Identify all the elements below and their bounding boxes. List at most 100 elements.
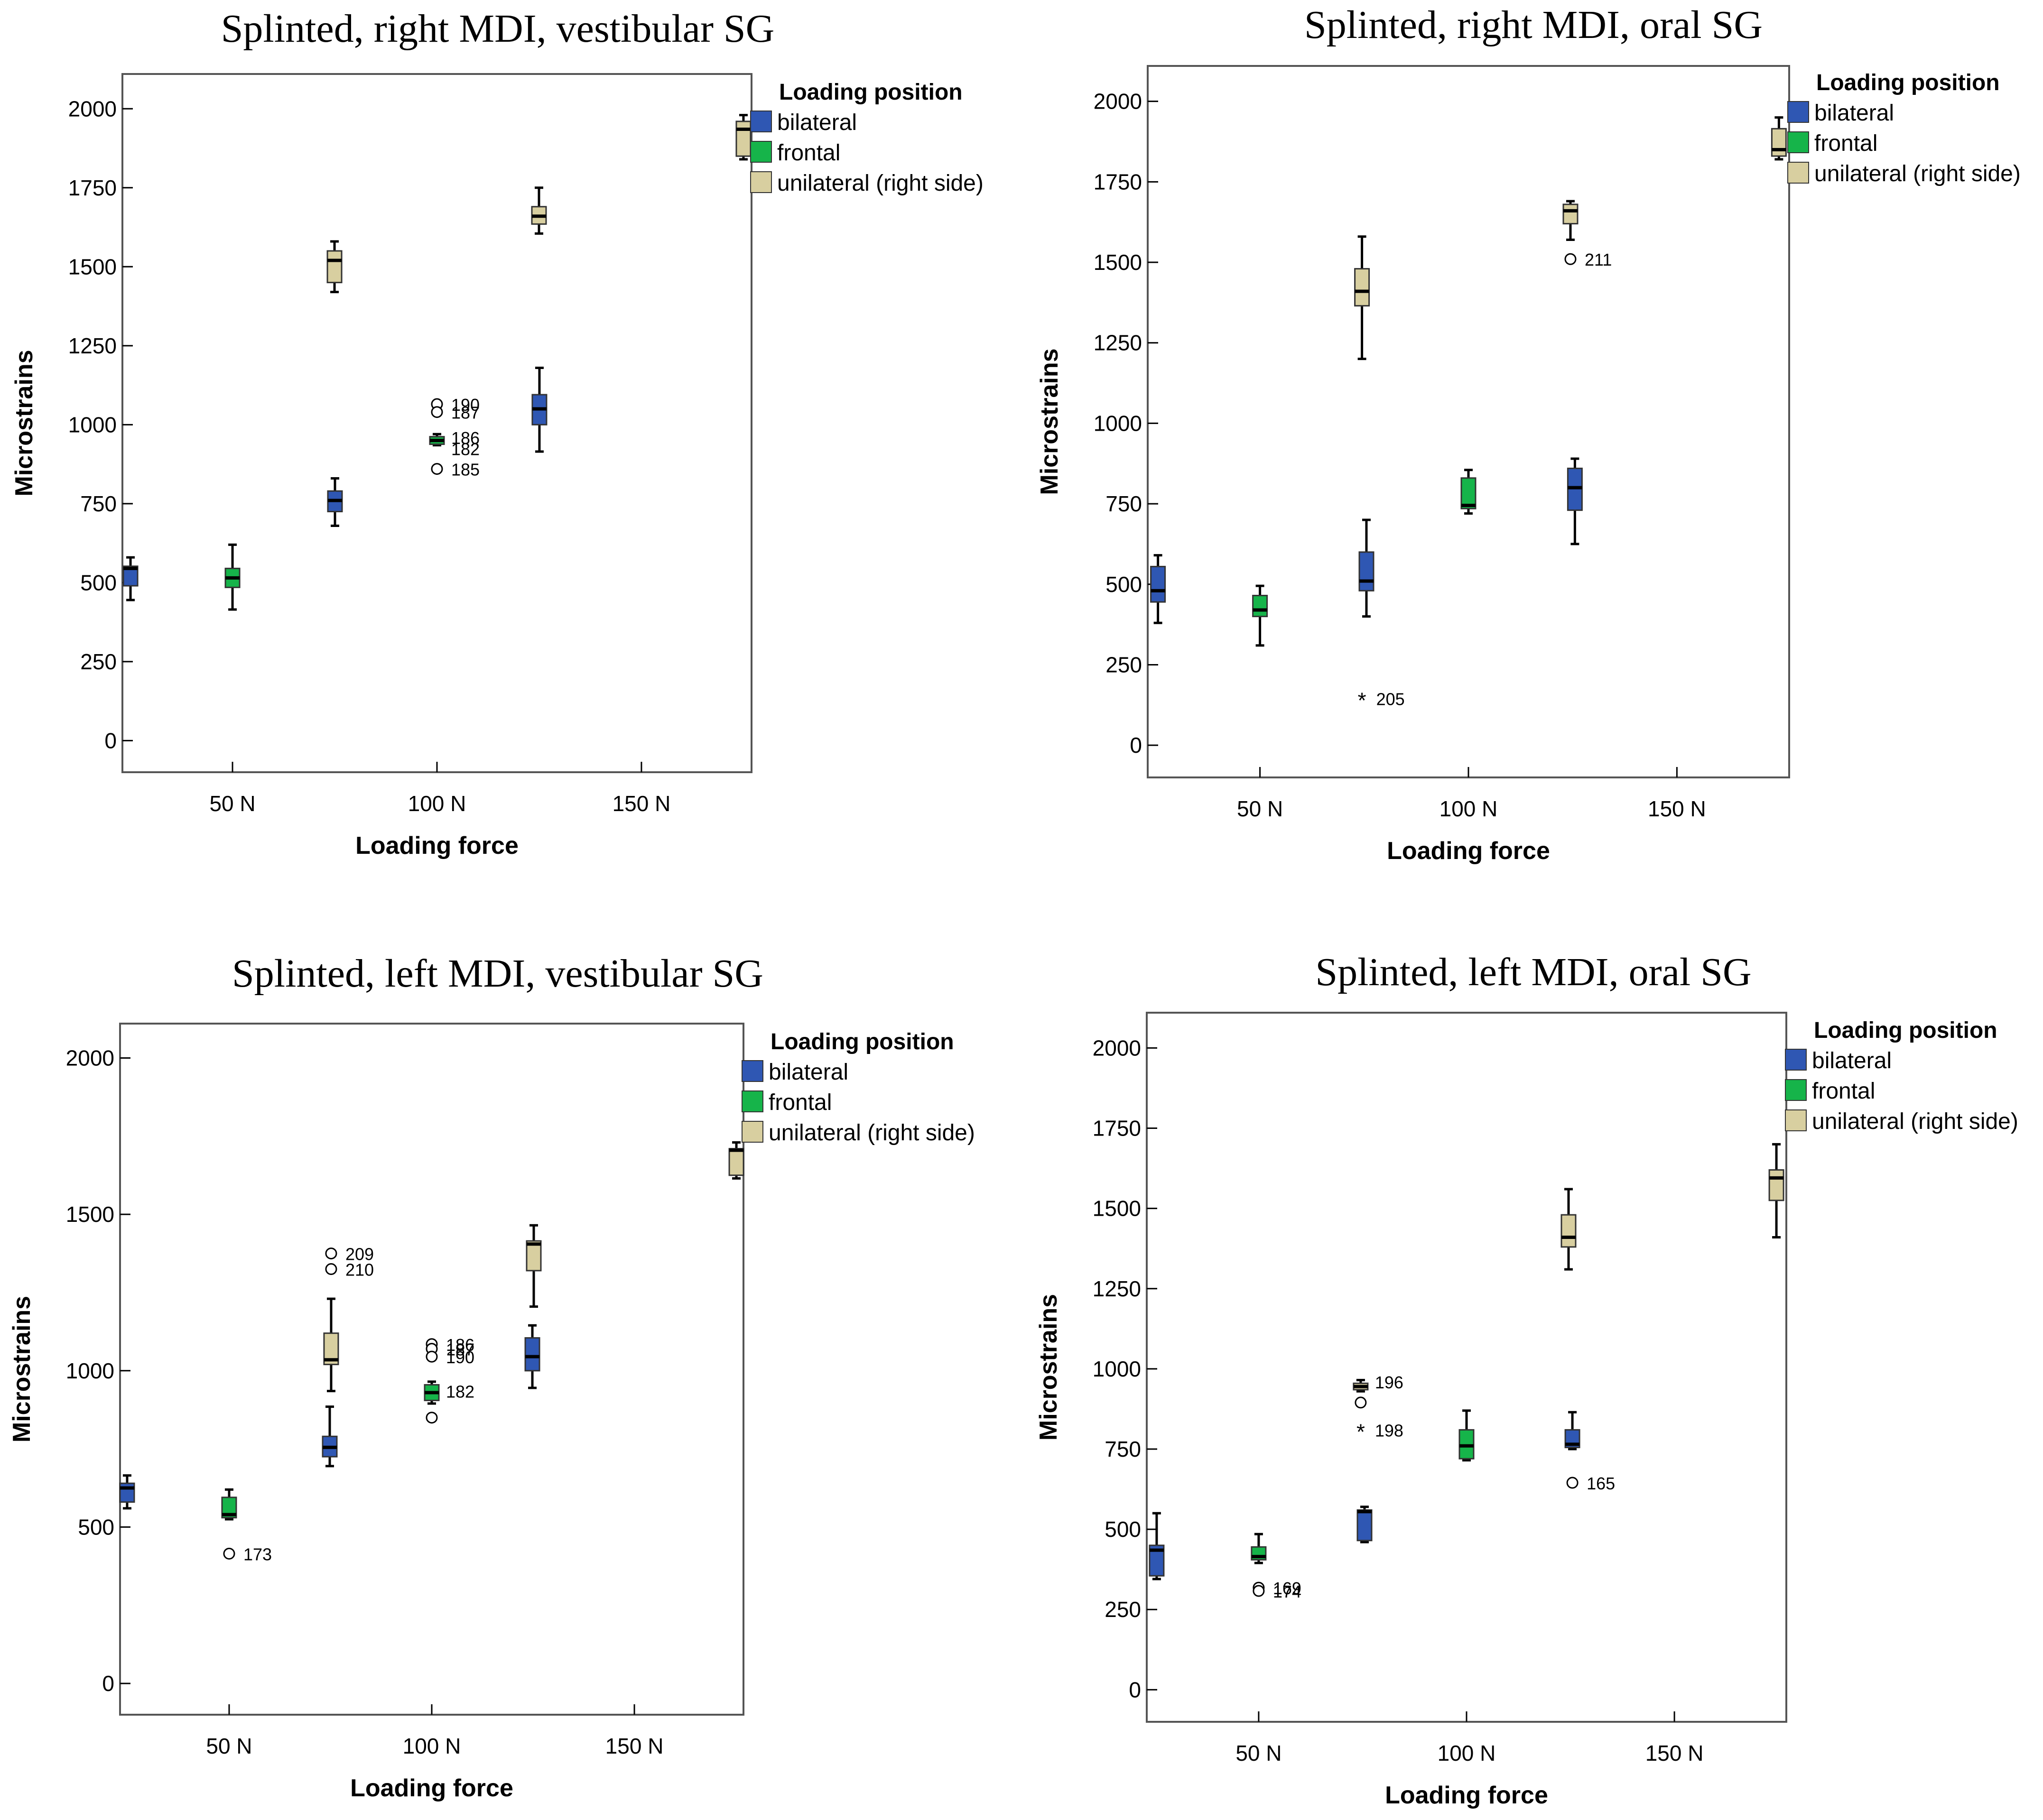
legend-label: bilateral xyxy=(1814,101,1894,126)
box-bilateral-150-n xyxy=(531,366,548,453)
box-body xyxy=(1150,565,1166,603)
box-body xyxy=(1358,551,1374,591)
legend-label: bilateral xyxy=(777,110,857,135)
y-axis-label: Microstrains xyxy=(10,350,38,496)
x-axis: 50 N 100 N 150 N xyxy=(1237,767,1706,821)
y-tick-label: 0 xyxy=(102,1671,114,1696)
legend-label: unilateral (right side) xyxy=(1814,161,2021,186)
box-frontal-100-n xyxy=(1458,1409,1475,1462)
legend-swatch-frontal xyxy=(1785,1079,1807,1101)
chart-panel-4: Splinted, left MDI, oral SG 0 250 500 750 100… xyxy=(1035,950,2018,1809)
y-tick-label: 500 xyxy=(80,570,117,595)
legend-label: frontal xyxy=(1814,131,1877,156)
outlier-point xyxy=(426,1350,438,1363)
x-axis: 50 N 100 N 150 N xyxy=(209,762,670,816)
box-unilateral-right-side-50-n: 196 * 198 xyxy=(1353,1373,1403,1444)
x-tick-label: 150 N xyxy=(605,1734,664,1758)
y-axis-label: Microstrains xyxy=(1036,348,1063,495)
box-unilateral-right-side-150-n xyxy=(735,114,752,161)
series-unilateral-right-side: 196 * 198 xyxy=(1353,1143,1784,1444)
legend: Loading position bilateral frontal unilater… xyxy=(742,1029,975,1146)
y-tick-label: 2000 xyxy=(1093,1035,1141,1060)
outlier-point xyxy=(1566,1477,1579,1489)
legend-label: unilateral (right side) xyxy=(769,1120,975,1146)
legend-label: bilateral xyxy=(1812,1048,1892,1073)
legend-swatch-frontal xyxy=(742,1090,763,1112)
y-tick-label: 1000 xyxy=(1094,411,1142,435)
legend-label: bilateral xyxy=(769,1060,848,1085)
y-tick-label: 250 xyxy=(80,649,117,674)
y-tick-label: 1000 xyxy=(68,412,117,437)
chart-title: Splinted, left MDI, oral SG xyxy=(1315,950,1751,994)
outlier-label: 187 xyxy=(446,1340,474,1359)
outlier-point xyxy=(223,1547,235,1560)
outlier-point xyxy=(431,463,443,475)
box-body xyxy=(1356,1509,1373,1542)
box-body xyxy=(119,1482,135,1503)
legend-swatch-frontal xyxy=(750,141,772,163)
box-unilateral-right-side-150-n xyxy=(728,1141,744,1180)
y-tick-label: 1000 xyxy=(1093,1357,1141,1381)
x-tick-label: 50 N xyxy=(206,1734,252,1758)
box-bilateral-150-n: 165 xyxy=(1564,1411,1615,1493)
legend-swatch-bilateral xyxy=(1785,1049,1807,1071)
legend-label: frontal xyxy=(1812,1079,1875,1104)
legend-title: Loading position xyxy=(1816,70,2000,95)
outlier-label: 187 xyxy=(451,403,480,423)
legend-title: Loading position xyxy=(771,1029,954,1054)
series-unilateral-right-side xyxy=(326,114,752,294)
box-frontal-50-n xyxy=(1252,584,1268,647)
y-tick-label: 1250 xyxy=(1094,331,1142,355)
box-bilateral-150-n xyxy=(1567,457,1583,545)
box-body xyxy=(1252,595,1268,618)
y-tick-label: 250 xyxy=(1105,1597,1141,1622)
box-bilateral-50-n xyxy=(122,556,139,601)
outlier-label: 198 xyxy=(1375,1421,1403,1440)
series-bilateral xyxy=(1150,457,1583,624)
x-tick-label: 100 N xyxy=(1439,796,1498,821)
outlier-label: 209 xyxy=(345,1245,374,1264)
box-unilateral-right-side-100-n xyxy=(1560,1188,1577,1271)
y-tick-label: 1750 xyxy=(1094,169,1142,194)
box-bilateral-100-n xyxy=(322,1405,338,1468)
chart-title: Splinted, right MDI, vestibular SG xyxy=(221,7,775,51)
legend-swatch-unilateral-right-side xyxy=(742,1121,763,1143)
chart-panel-2: Splinted, right MDI, oral SG 0 250 500 750 10… xyxy=(1036,3,2021,865)
series-bilateral xyxy=(119,1324,540,1510)
y-tick-label: 1250 xyxy=(1093,1276,1141,1301)
box-body xyxy=(1771,128,1787,157)
box-bilateral-50-n xyxy=(1149,1512,1165,1580)
x-tick-label: 150 N xyxy=(1648,796,1706,821)
legend-label: unilateral (right side) xyxy=(1812,1109,2018,1134)
box-unilateral-right-side-50-n xyxy=(326,240,343,294)
legend-swatch-unilateral-right-side xyxy=(1787,162,1809,184)
legend-swatch-bilateral xyxy=(1787,101,1809,123)
y-tick-label: 750 xyxy=(1105,1437,1141,1461)
box-unilateral-right-side-150-n xyxy=(1768,1143,1784,1239)
outlier-point xyxy=(426,1412,438,1424)
box-body xyxy=(728,1148,744,1176)
series-bilateral xyxy=(122,366,548,601)
box-unilateral-right-side-100-n: 211 xyxy=(1562,200,1612,269)
box-bilateral-100-n xyxy=(1358,518,1374,618)
plot-frame xyxy=(119,1023,744,1716)
y-tick-label: 2000 xyxy=(68,96,117,121)
x-axis-label: Loading force xyxy=(1387,837,1550,865)
y-tick-label: 1000 xyxy=(66,1358,114,1383)
outlier-label: 186 xyxy=(451,428,480,448)
x-tick-label: 100 N xyxy=(408,791,466,816)
outlier-label: 185 xyxy=(451,460,480,480)
outlier-point xyxy=(1253,1585,1265,1597)
chart-panel-3: Splinted, left MDI, vestibular SG 0 500 100… xyxy=(8,952,975,1802)
y-tick-label: 2000 xyxy=(1094,89,1142,114)
y-tick-label: 1750 xyxy=(68,176,117,200)
outlier-label: 174 xyxy=(1273,1582,1301,1601)
y-axis: 0 250 500 750 1000 1250 1500 1750 2000 xyxy=(68,96,133,753)
x-axis-label: Loading force xyxy=(355,832,519,859)
box-body xyxy=(1460,477,1477,509)
y-tick-label: 0 xyxy=(104,728,117,753)
legend-swatch-bilateral xyxy=(742,1060,763,1082)
